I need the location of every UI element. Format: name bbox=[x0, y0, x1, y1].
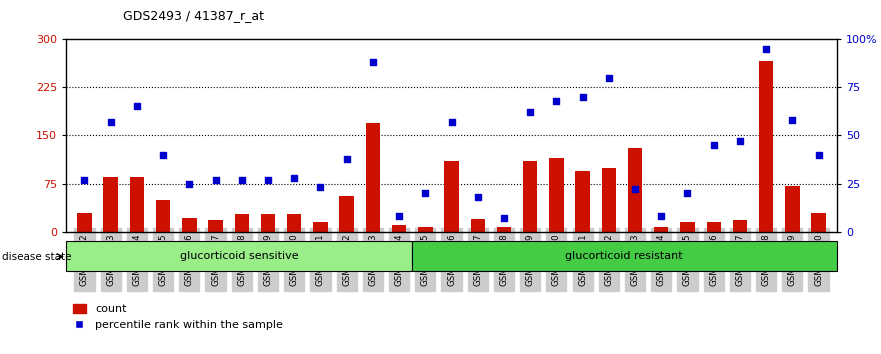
Bar bbox=[470, 219, 485, 232]
Bar bbox=[733, 220, 747, 232]
Bar bbox=[130, 177, 144, 232]
Bar bbox=[680, 222, 695, 232]
Bar bbox=[602, 167, 616, 232]
Bar bbox=[575, 171, 589, 232]
Point bbox=[130, 104, 144, 109]
Text: glucorticoid sensitive: glucorticoid sensitive bbox=[180, 251, 298, 261]
Bar bbox=[261, 214, 275, 232]
Bar bbox=[66, 241, 411, 271]
Point bbox=[785, 117, 799, 123]
Bar bbox=[392, 225, 406, 232]
Point bbox=[602, 75, 616, 80]
Point bbox=[575, 94, 589, 99]
Point bbox=[470, 194, 485, 200]
Point bbox=[497, 216, 511, 221]
Bar bbox=[549, 158, 564, 232]
Point bbox=[523, 109, 537, 115]
Bar bbox=[339, 196, 354, 232]
Bar bbox=[497, 227, 511, 232]
Point bbox=[287, 175, 301, 181]
Point bbox=[628, 187, 642, 192]
Point bbox=[234, 177, 248, 183]
Point bbox=[182, 181, 196, 187]
Bar bbox=[411, 241, 837, 271]
Point bbox=[104, 119, 118, 125]
Point bbox=[707, 142, 721, 148]
Point bbox=[392, 213, 406, 219]
Bar bbox=[103, 177, 118, 232]
Bar bbox=[314, 222, 328, 232]
Bar bbox=[208, 220, 223, 232]
Point bbox=[209, 177, 223, 183]
Text: glucorticoid resistant: glucorticoid resistant bbox=[566, 251, 683, 261]
Bar bbox=[628, 148, 642, 232]
Point bbox=[314, 185, 328, 190]
Bar bbox=[759, 62, 774, 232]
Bar bbox=[811, 212, 825, 232]
Point bbox=[444, 119, 458, 125]
Bar bbox=[418, 227, 433, 232]
Bar bbox=[78, 212, 92, 232]
Legend: count, percentile rank within the sample: count, percentile rank within the sample bbox=[69, 299, 287, 335]
Point bbox=[156, 152, 170, 158]
Bar bbox=[366, 122, 380, 232]
Point bbox=[811, 152, 825, 158]
Bar bbox=[156, 200, 170, 232]
Point bbox=[339, 156, 353, 161]
Bar bbox=[523, 161, 537, 232]
Point bbox=[418, 190, 433, 196]
Bar bbox=[707, 222, 721, 232]
Point bbox=[78, 177, 92, 183]
Point bbox=[759, 46, 774, 51]
Text: GDS2493 / 41387_r_at: GDS2493 / 41387_r_at bbox=[123, 9, 264, 22]
Point bbox=[655, 213, 669, 219]
Point bbox=[261, 177, 275, 183]
Bar bbox=[785, 185, 800, 232]
Bar bbox=[182, 218, 196, 232]
Text: disease state: disease state bbox=[2, 252, 71, 262]
Point bbox=[366, 59, 380, 65]
Bar bbox=[234, 214, 249, 232]
Point bbox=[733, 138, 747, 144]
Point bbox=[550, 98, 564, 103]
Point bbox=[680, 190, 694, 196]
Bar bbox=[654, 227, 669, 232]
Bar bbox=[287, 214, 301, 232]
Bar bbox=[444, 161, 459, 232]
